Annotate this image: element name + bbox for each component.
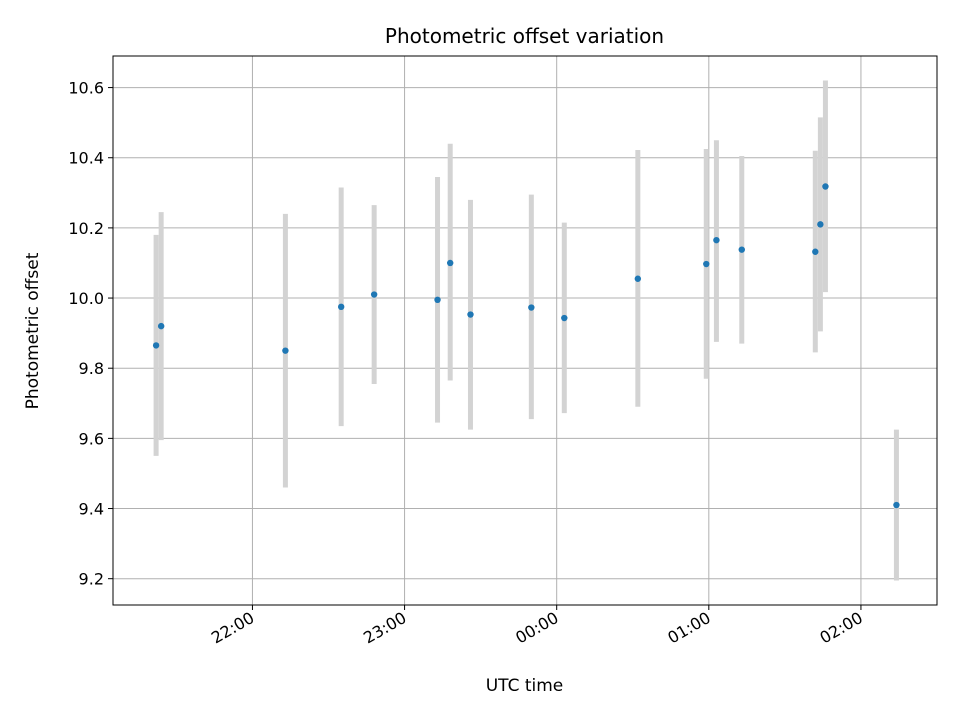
y-axis: 9.2 9.4 9.6 9.8 10.0 10.2 10.4 10.6 — [68, 79, 113, 589]
data-point — [157, 322, 165, 330]
data-point — [561, 314, 568, 322]
x-axis-label: UTC time — [486, 676, 564, 696]
y-tick-label: 9.2 — [79, 570, 104, 589]
y-tick-label: 10.2 — [68, 219, 104, 238]
data-point — [528, 304, 535, 311]
y-tick-label: 9.8 — [79, 359, 104, 378]
y-tick-label: 10.6 — [68, 79, 104, 98]
y-tick-label: 9.4 — [79, 500, 104, 519]
data-point — [447, 259, 454, 267]
chart-title: Photometric offset variation — [385, 24, 664, 48]
data-point — [634, 275, 642, 282]
y-tick-label: 9.6 — [79, 429, 104, 448]
data-point — [282, 347, 289, 354]
data-point — [738, 246, 745, 253]
data-point — [812, 248, 819, 255]
data-point — [713, 236, 720, 244]
y-tick-label: 10.4 — [68, 149, 104, 168]
data-points — [152, 183, 900, 509]
data-point — [817, 221, 824, 228]
y-axis-label: Photometric offset — [23, 252, 43, 409]
data-point — [467, 311, 474, 318]
data-point — [703, 260, 710, 268]
data-point — [893, 501, 900, 509]
data-point — [152, 342, 160, 349]
data-point — [434, 296, 441, 304]
plot-frame — [112, 55, 938, 606]
data-point — [337, 303, 345, 311]
y-tick-label: 10.0 — [68, 289, 104, 308]
grid — [113, 56, 937, 605]
data-point — [370, 291, 378, 298]
data-point — [822, 183, 829, 190]
